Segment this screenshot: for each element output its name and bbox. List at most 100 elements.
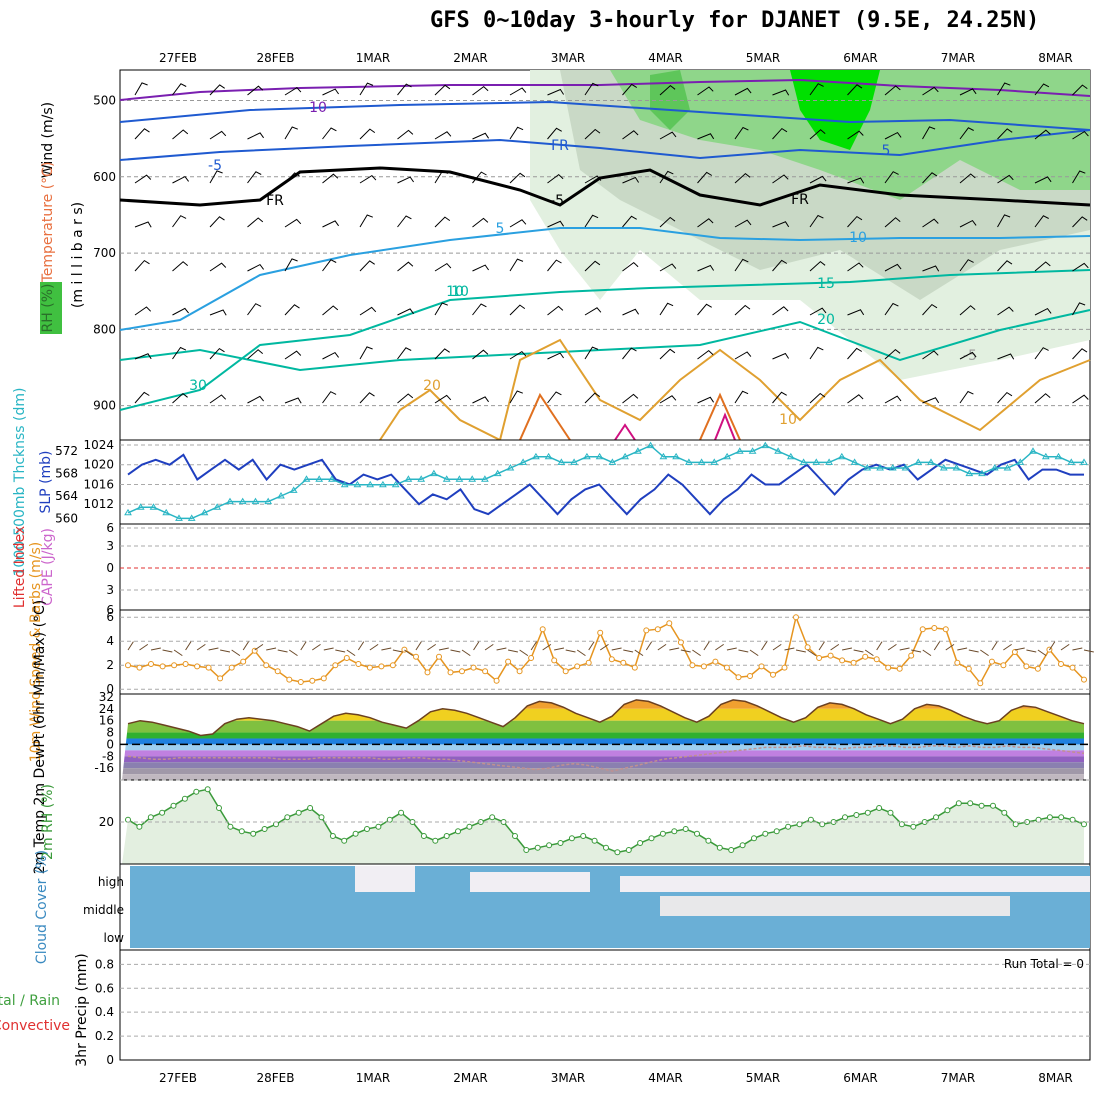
wind-barb bbox=[809, 346, 824, 360]
rh2m-point bbox=[910, 823, 917, 830]
wind-barb-10m bbox=[231, 649, 241, 657]
wind-barb-10m bbox=[761, 641, 768, 651]
slp-tick-label: 1016 bbox=[83, 477, 114, 491]
wind-speed-point bbox=[919, 626, 926, 633]
wind-barb-10m bbox=[427, 643, 437, 651]
thickness-point bbox=[379, 480, 387, 488]
wind-barb bbox=[847, 347, 863, 360]
rh2m-point bbox=[307, 805, 314, 811]
wind-barb bbox=[734, 87, 752, 96]
wind-speed-point bbox=[136, 664, 143, 671]
wind-speed-point bbox=[885, 664, 892, 671]
rh2m-point bbox=[796, 821, 803, 828]
temp-tick-label: -16 bbox=[94, 761, 114, 775]
rh2m-point bbox=[842, 814, 848, 821]
wind-speed-point bbox=[528, 655, 535, 661]
wind-barb bbox=[772, 352, 790, 360]
wind-barb bbox=[922, 218, 939, 228]
wind-barb-10m bbox=[173, 649, 183, 657]
wind-barb bbox=[509, 258, 524, 272]
thickness-point bbox=[850, 458, 859, 465]
wind-barb bbox=[959, 390, 974, 404]
contour-label: -5 bbox=[208, 158, 222, 174]
wind-barb bbox=[997, 391, 1013, 404]
wind-barb-10m bbox=[450, 649, 461, 653]
wind-barb-10m bbox=[162, 649, 173, 653]
slp-tick-label: 1012 bbox=[83, 497, 114, 511]
wind-barb bbox=[1072, 170, 1086, 184]
wind-barb bbox=[847, 84, 863, 96]
rh2m-point bbox=[682, 826, 689, 832]
wind-barb-10m bbox=[657, 643, 667, 651]
rh2m-point bbox=[181, 795, 188, 802]
wind-barb bbox=[959, 259, 974, 272]
rh2m-point bbox=[1035, 816, 1042, 823]
thickness-point bbox=[1041, 452, 1050, 460]
wind-barb bbox=[434, 216, 451, 228]
rh2m-tick-label: 20 bbox=[99, 815, 114, 829]
wind-barb bbox=[397, 261, 414, 272]
temp-band bbox=[122, 738, 1084, 745]
wind-barb-10m bbox=[795, 649, 806, 653]
rh2m-point bbox=[705, 837, 712, 844]
wind-barb bbox=[472, 303, 487, 316]
wind-barb bbox=[809, 214, 824, 228]
rh2m-point bbox=[352, 830, 359, 837]
thickness-point bbox=[302, 475, 311, 482]
thickness-point bbox=[634, 447, 642, 454]
wind-barb bbox=[809, 392, 826, 404]
temp-band bbox=[122, 774, 1084, 780]
wind-barb-10m bbox=[623, 649, 634, 653]
precip-tick-label: 0.8 bbox=[95, 957, 114, 971]
wind-barb bbox=[1072, 216, 1088, 228]
thickness-point bbox=[927, 458, 935, 465]
wind-barb bbox=[359, 128, 376, 140]
temp-band bbox=[122, 744, 1084, 751]
rh2m-point bbox=[250, 830, 257, 837]
wind-speed-point bbox=[436, 653, 442, 660]
wind-tick-label: 6 bbox=[106, 610, 114, 624]
wind-barb bbox=[659, 348, 676, 360]
wind-speed-point bbox=[125, 662, 131, 669]
wind-barb bbox=[772, 127, 788, 140]
wind-speed-point bbox=[747, 673, 753, 679]
top-date-label: 8MAR bbox=[1038, 51, 1073, 65]
wind-barb bbox=[884, 302, 899, 316]
wind-barb-10m bbox=[542, 643, 552, 651]
isotherm-minus5 bbox=[119, 129, 1091, 161]
rh2m-point bbox=[568, 835, 575, 842]
thickness-point bbox=[786, 452, 795, 460]
wind-barb-10m bbox=[968, 649, 979, 653]
wind-tick-label: 0 bbox=[106, 682, 114, 696]
wind-barb-10m bbox=[1083, 649, 1094, 653]
wind-barb-10m bbox=[645, 641, 653, 651]
wind-barb bbox=[1034, 215, 1049, 228]
run-total-annotation: Run Total = 0 bbox=[1004, 957, 1084, 971]
wind10m-ylabel: 10m Wind Speed & Barbs (m/s) bbox=[28, 542, 44, 762]
wind-barb bbox=[434, 170, 449, 184]
wind-speed-point bbox=[781, 664, 788, 671]
wind-barb-10m bbox=[381, 647, 392, 651]
wind-speed-point bbox=[205, 664, 212, 671]
wind-speed-point bbox=[896, 665, 903, 672]
wind-speed-point bbox=[366, 664, 373, 671]
top-date-label: 3MAR bbox=[551, 51, 586, 65]
wind-barb bbox=[697, 349, 714, 360]
rh2m-point bbox=[386, 816, 393, 823]
wind-barb-10m bbox=[911, 649, 922, 653]
wind-barb-10m bbox=[312, 643, 321, 651]
wind-barb bbox=[809, 260, 826, 272]
wind-barb bbox=[322, 88, 340, 96]
thickness-point bbox=[710, 458, 719, 465]
wind-barb bbox=[322, 391, 337, 404]
wind-barb-10m bbox=[1037, 649, 1047, 657]
thickness-point bbox=[506, 464, 515, 471]
wind-barb-10m bbox=[438, 647, 449, 651]
wind-speed-point bbox=[654, 626, 661, 633]
wind-barb bbox=[209, 347, 225, 360]
wind-barb bbox=[922, 265, 940, 272]
contour-label: FR bbox=[791, 192, 809, 208]
lifted-ylabel: Lifted Index bbox=[12, 526, 28, 608]
wind-speed-point bbox=[320, 675, 327, 682]
wind-barb bbox=[472, 132, 490, 140]
